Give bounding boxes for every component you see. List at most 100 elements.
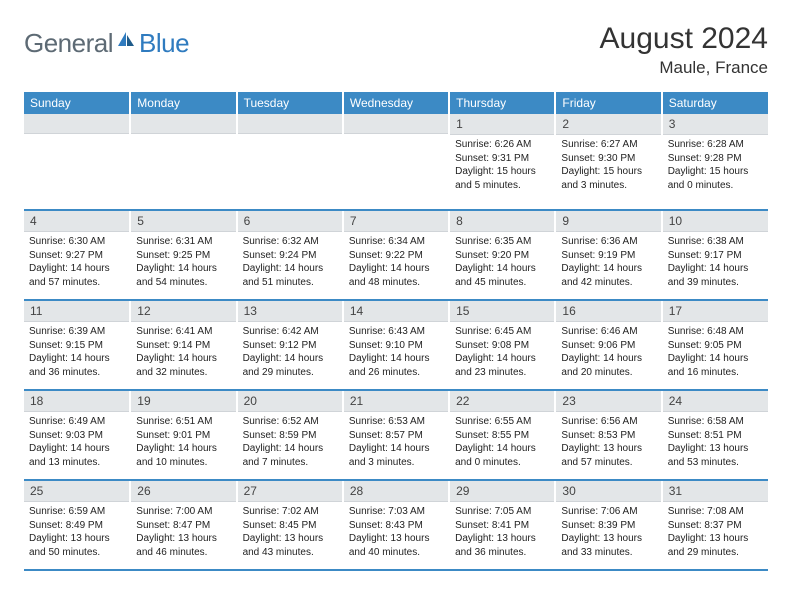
day-detail-line: Daylight: 15 hours bbox=[455, 165, 549, 179]
day-detail-line: Sunset: 9:10 PM bbox=[349, 339, 443, 353]
day-detail-line: and 42 minutes. bbox=[561, 276, 655, 290]
logo: General Blue bbox=[24, 22, 189, 59]
day-detail-line: Sunset: 8:45 PM bbox=[243, 519, 337, 533]
day-detail-line: and 5 minutes. bbox=[455, 179, 549, 193]
day-detail-line: Sunrise: 6:26 AM bbox=[455, 138, 549, 152]
day-detail-line: and 3 minutes. bbox=[349, 456, 443, 470]
calendar-cell: 27Sunrise: 7:02 AMSunset: 8:45 PMDayligh… bbox=[237, 480, 343, 570]
day-detail-line: and 29 minutes. bbox=[243, 366, 337, 380]
day-detail-line: Sunrise: 6:28 AM bbox=[668, 138, 763, 152]
day-detail-line: and 20 minutes. bbox=[561, 366, 655, 380]
day-detail-line: and 36 minutes. bbox=[455, 546, 549, 560]
day-detail-line: and 51 minutes. bbox=[243, 276, 337, 290]
day-detail-line: Sunset: 9:17 PM bbox=[668, 249, 763, 263]
day-detail-line: Daylight: 14 hours bbox=[29, 352, 124, 366]
calendar-table: SundayMondayTuesdayWednesdayThursdayFrid… bbox=[24, 92, 768, 571]
day-detail-line: Sunrise: 7:00 AM bbox=[136, 505, 230, 519]
day-details: Sunrise: 6:45 AMSunset: 9:08 PMDaylight:… bbox=[450, 322, 554, 381]
day-detail-line: Sunset: 9:03 PM bbox=[29, 429, 124, 443]
calendar-cell: 29Sunrise: 7:05 AMSunset: 8:41 PMDayligh… bbox=[449, 480, 555, 570]
day-detail-line: Sunrise: 6:55 AM bbox=[455, 415, 549, 429]
day-number: 20 bbox=[238, 391, 342, 412]
day-details: Sunrise: 6:51 AMSunset: 9:01 PMDaylight:… bbox=[131, 412, 235, 471]
calendar-cell: 7Sunrise: 6:34 AMSunset: 9:22 PMDaylight… bbox=[343, 210, 449, 300]
day-detail-line: Daylight: 13 hours bbox=[455, 532, 549, 546]
day-detail-line: Sunset: 8:53 PM bbox=[561, 429, 655, 443]
day-detail-line: Daylight: 13 hours bbox=[668, 532, 763, 546]
calendar-cell: 11Sunrise: 6:39 AMSunset: 9:15 PMDayligh… bbox=[24, 300, 130, 390]
day-details: Sunrise: 6:32 AMSunset: 9:24 PMDaylight:… bbox=[238, 232, 342, 291]
day-number: 6 bbox=[238, 211, 342, 232]
day-details: Sunrise: 7:00 AMSunset: 8:47 PMDaylight:… bbox=[131, 502, 235, 561]
day-detail-line: Sunrise: 7:08 AM bbox=[668, 505, 763, 519]
day-number: 2 bbox=[556, 114, 660, 135]
day-detail-line: Sunrise: 7:03 AM bbox=[349, 505, 443, 519]
day-number: 15 bbox=[450, 301, 554, 322]
day-detail-line: Sunset: 9:15 PM bbox=[29, 339, 124, 353]
day-detail-line: Daylight: 14 hours bbox=[136, 442, 230, 456]
day-detail-line: and 23 minutes. bbox=[455, 366, 549, 380]
day-detail-line: and 29 minutes. bbox=[668, 546, 763, 560]
day-detail-line: Sunset: 9:31 PM bbox=[455, 152, 549, 166]
calendar-cell: 12Sunrise: 6:41 AMSunset: 9:14 PMDayligh… bbox=[130, 300, 236, 390]
day-detail-line: Sunset: 9:24 PM bbox=[243, 249, 337, 263]
calendar-cell: 9Sunrise: 6:36 AMSunset: 9:19 PMDaylight… bbox=[555, 210, 661, 300]
weekday-header: Saturday bbox=[662, 92, 768, 114]
calendar-cell bbox=[237, 114, 343, 210]
day-details: Sunrise: 6:41 AMSunset: 9:14 PMDaylight:… bbox=[131, 322, 235, 381]
day-details: Sunrise: 6:35 AMSunset: 9:20 PMDaylight:… bbox=[450, 232, 554, 291]
calendar-row: 1Sunrise: 6:26 AMSunset: 9:31 PMDaylight… bbox=[24, 114, 768, 210]
day-detail-line: Daylight: 13 hours bbox=[29, 532, 124, 546]
day-detail-line: Daylight: 15 hours bbox=[561, 165, 655, 179]
day-details: Sunrise: 6:36 AMSunset: 9:19 PMDaylight:… bbox=[556, 232, 660, 291]
day-detail-line: Sunset: 9:14 PM bbox=[136, 339, 230, 353]
day-details: Sunrise: 6:56 AMSunset: 8:53 PMDaylight:… bbox=[556, 412, 660, 471]
day-detail-line: Sunset: 8:37 PM bbox=[668, 519, 763, 533]
day-number: 29 bbox=[450, 481, 554, 502]
day-number bbox=[131, 114, 235, 134]
day-detail-line: Sunset: 9:27 PM bbox=[29, 249, 124, 263]
day-detail-line: and 46 minutes. bbox=[136, 546, 230, 560]
calendar-cell: 15Sunrise: 6:45 AMSunset: 9:08 PMDayligh… bbox=[449, 300, 555, 390]
weekday-header: Monday bbox=[130, 92, 236, 114]
day-detail-line: Sunrise: 6:35 AM bbox=[455, 235, 549, 249]
day-details: Sunrise: 6:43 AMSunset: 9:10 PMDaylight:… bbox=[344, 322, 448, 381]
logo-blue: Blue bbox=[139, 28, 189, 59]
calendar-cell: 5Sunrise: 6:31 AMSunset: 9:25 PMDaylight… bbox=[130, 210, 236, 300]
calendar-cell: 31Sunrise: 7:08 AMSunset: 8:37 PMDayligh… bbox=[662, 480, 768, 570]
day-detail-line: Sunrise: 6:51 AM bbox=[136, 415, 230, 429]
day-detail-line: Sunrise: 6:59 AM bbox=[29, 505, 124, 519]
day-detail-line: Sunset: 8:43 PM bbox=[349, 519, 443, 533]
calendar-cell: 14Sunrise: 6:43 AMSunset: 9:10 PMDayligh… bbox=[343, 300, 449, 390]
day-detail-line: Daylight: 15 hours bbox=[668, 165, 763, 179]
weekday-header: Thursday bbox=[449, 92, 555, 114]
day-detail-line: Daylight: 14 hours bbox=[243, 262, 337, 276]
calendar-cell: 22Sunrise: 6:55 AMSunset: 8:55 PMDayligh… bbox=[449, 390, 555, 480]
day-details: Sunrise: 6:26 AMSunset: 9:31 PMDaylight:… bbox=[450, 135, 554, 194]
header: General Blue August 2024 Maule, France bbox=[24, 22, 768, 78]
weekday-header-row: SundayMondayTuesdayWednesdayThursdayFrid… bbox=[24, 92, 768, 114]
day-detail-line: and 50 minutes. bbox=[29, 546, 124, 560]
day-number: 8 bbox=[450, 211, 554, 232]
day-detail-line: and 10 minutes. bbox=[136, 456, 230, 470]
day-detail-line: Sunrise: 6:36 AM bbox=[561, 235, 655, 249]
day-detail-line: and 0 minutes. bbox=[455, 456, 549, 470]
day-detail-line: Sunrise: 6:52 AM bbox=[243, 415, 337, 429]
calendar-cell: 26Sunrise: 7:00 AMSunset: 8:47 PMDayligh… bbox=[130, 480, 236, 570]
day-detail-line: Daylight: 13 hours bbox=[243, 532, 337, 546]
day-detail-line: Daylight: 14 hours bbox=[668, 262, 763, 276]
day-detail-line: Sunset: 9:19 PM bbox=[561, 249, 655, 263]
day-detail-line: and 39 minutes. bbox=[668, 276, 763, 290]
day-detail-line: Sunset: 9:05 PM bbox=[668, 339, 763, 353]
day-detail-line: Sunrise: 6:46 AM bbox=[561, 325, 655, 339]
day-detail-line: Sunset: 9:08 PM bbox=[455, 339, 549, 353]
calendar-cell: 30Sunrise: 7:06 AMSunset: 8:39 PMDayligh… bbox=[555, 480, 661, 570]
day-detail-line: Sunrise: 6:56 AM bbox=[561, 415, 655, 429]
day-details: Sunrise: 6:59 AMSunset: 8:49 PMDaylight:… bbox=[24, 502, 129, 561]
day-detail-line: and 26 minutes. bbox=[349, 366, 443, 380]
day-details: Sunrise: 6:30 AMSunset: 9:27 PMDaylight:… bbox=[24, 232, 129, 291]
day-detail-line: Daylight: 14 hours bbox=[561, 262, 655, 276]
calendar-cell: 16Sunrise: 6:46 AMSunset: 9:06 PMDayligh… bbox=[555, 300, 661, 390]
day-detail-line: and 33 minutes. bbox=[561, 546, 655, 560]
day-number: 25 bbox=[24, 481, 129, 502]
